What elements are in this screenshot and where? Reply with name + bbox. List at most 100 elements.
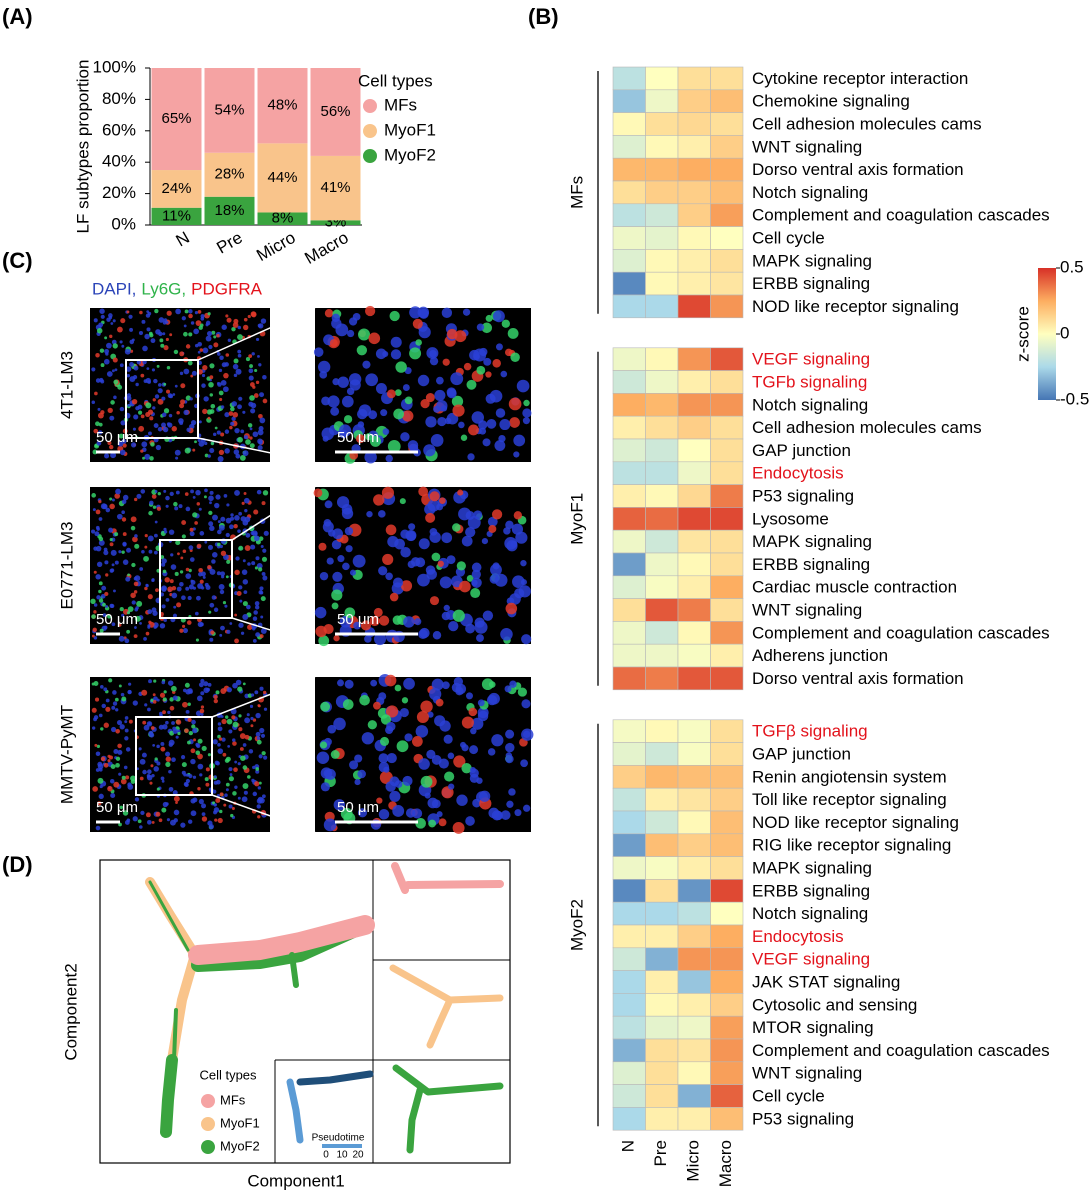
cell-dot (323, 518, 332, 527)
cell-dot (170, 564, 177, 570)
cell-dot (404, 396, 413, 405)
cell-dot (234, 427, 240, 434)
cell-dot (237, 796, 241, 800)
stain-legend: PDGFRA (191, 279, 263, 298)
heatmap-cell (612, 294, 646, 319)
legend-label: MFs (384, 95, 417, 114)
cell-dot (217, 352, 221, 356)
cell-dot (261, 571, 266, 576)
cell-dot (439, 576, 452, 589)
cell-dot (134, 626, 137, 629)
heatmap-cell (677, 856, 711, 880)
cell-dot (251, 561, 256, 566)
cell-dot (98, 517, 103, 521)
cell-dot (228, 411, 234, 416)
legend-label: MFs (220, 1092, 246, 1107)
cell-dot (105, 507, 111, 513)
cell-dot (98, 581, 103, 586)
cell-dot (485, 371, 492, 378)
cell-dot (393, 408, 404, 420)
cell-dot (402, 384, 410, 391)
cell-dot (219, 544, 223, 549)
y-tick-label: 80% (102, 89, 136, 108)
cell-dot (255, 731, 261, 737)
cell-dot (133, 365, 139, 371)
cell-dot (249, 427, 253, 431)
cell-dot (91, 367, 96, 372)
cell-dot (177, 731, 181, 736)
cell-dot (95, 768, 100, 772)
cell-dot (145, 402, 152, 409)
cell-dot (234, 489, 240, 496)
cell-dot (140, 449, 144, 453)
cell-dot (500, 370, 508, 378)
heatmap-cell (645, 1061, 679, 1085)
heatmap-cell (677, 135, 711, 159)
row-label: Lysosome (752, 509, 829, 528)
row-label: Complement and coagulation cascades (752, 623, 1050, 642)
cell-dot (483, 357, 492, 366)
cell-dot (347, 329, 355, 338)
cell-dot (148, 431, 152, 436)
cell-dot (184, 492, 189, 496)
cell-dot (196, 502, 201, 506)
cell-dot (100, 314, 105, 319)
cell-dot (505, 729, 515, 739)
cell-dot (142, 456, 146, 460)
cell-dot (152, 744, 156, 747)
cell-dot (174, 571, 179, 576)
cell-dot (435, 376, 444, 385)
heatmap-cell (645, 271, 679, 296)
cell-dot (365, 432, 373, 441)
heatmap-cell (612, 970, 646, 994)
cell-dot (211, 330, 216, 335)
cell-dot (394, 389, 402, 396)
cell-dot (171, 592, 178, 599)
cell-dot (380, 714, 392, 725)
cell-dot (93, 610, 97, 614)
cell-dot (153, 696, 158, 702)
cell-dot (394, 684, 402, 692)
heatmap-cell (677, 157, 711, 182)
heatmap-cell (710, 89, 744, 113)
cell-dot (489, 574, 499, 584)
cell-dot (196, 695, 203, 702)
pseudotime-tick: 20 (352, 1150, 364, 1161)
cell-dot (106, 342, 112, 349)
cell-dot (405, 808, 416, 818)
cell-dot (245, 357, 251, 362)
row-label: VEGF signaling (752, 350, 870, 369)
heatmap-cell (677, 719, 711, 743)
cell-dot (431, 799, 441, 809)
cell-dot (448, 621, 459, 632)
cell-dot (157, 426, 163, 432)
cell-dot (382, 428, 390, 435)
heatmap-cell (677, 438, 711, 463)
cell-dot (183, 409, 189, 416)
cell-dot (208, 610, 212, 614)
cell-dot (220, 625, 225, 631)
cell-dot (109, 444, 114, 450)
cell-dot (338, 429, 348, 439)
heatmap-cell (710, 856, 744, 880)
cell-dot (253, 509, 259, 515)
heatmap-cell (710, 879, 744, 903)
cell-dot (257, 354, 260, 358)
cell-dot (193, 738, 197, 742)
cell-dot (240, 755, 246, 761)
cell-dot (344, 526, 354, 536)
cell-dot (220, 688, 227, 694)
cell-dot (257, 445, 263, 451)
heatmap-cell (612, 180, 646, 205)
cell-dot (234, 569, 240, 576)
zoom-line (231, 617, 316, 645)
cell-dot (127, 606, 134, 613)
y-tick-label: 100% (93, 57, 136, 76)
cell-dot (482, 438, 491, 447)
cell-dot (166, 422, 171, 426)
cell-dot (99, 308, 105, 314)
cell-dot (163, 382, 167, 386)
cell-dot (444, 771, 455, 782)
cell-dot (127, 689, 132, 695)
heatmap-cell (710, 621, 744, 645)
